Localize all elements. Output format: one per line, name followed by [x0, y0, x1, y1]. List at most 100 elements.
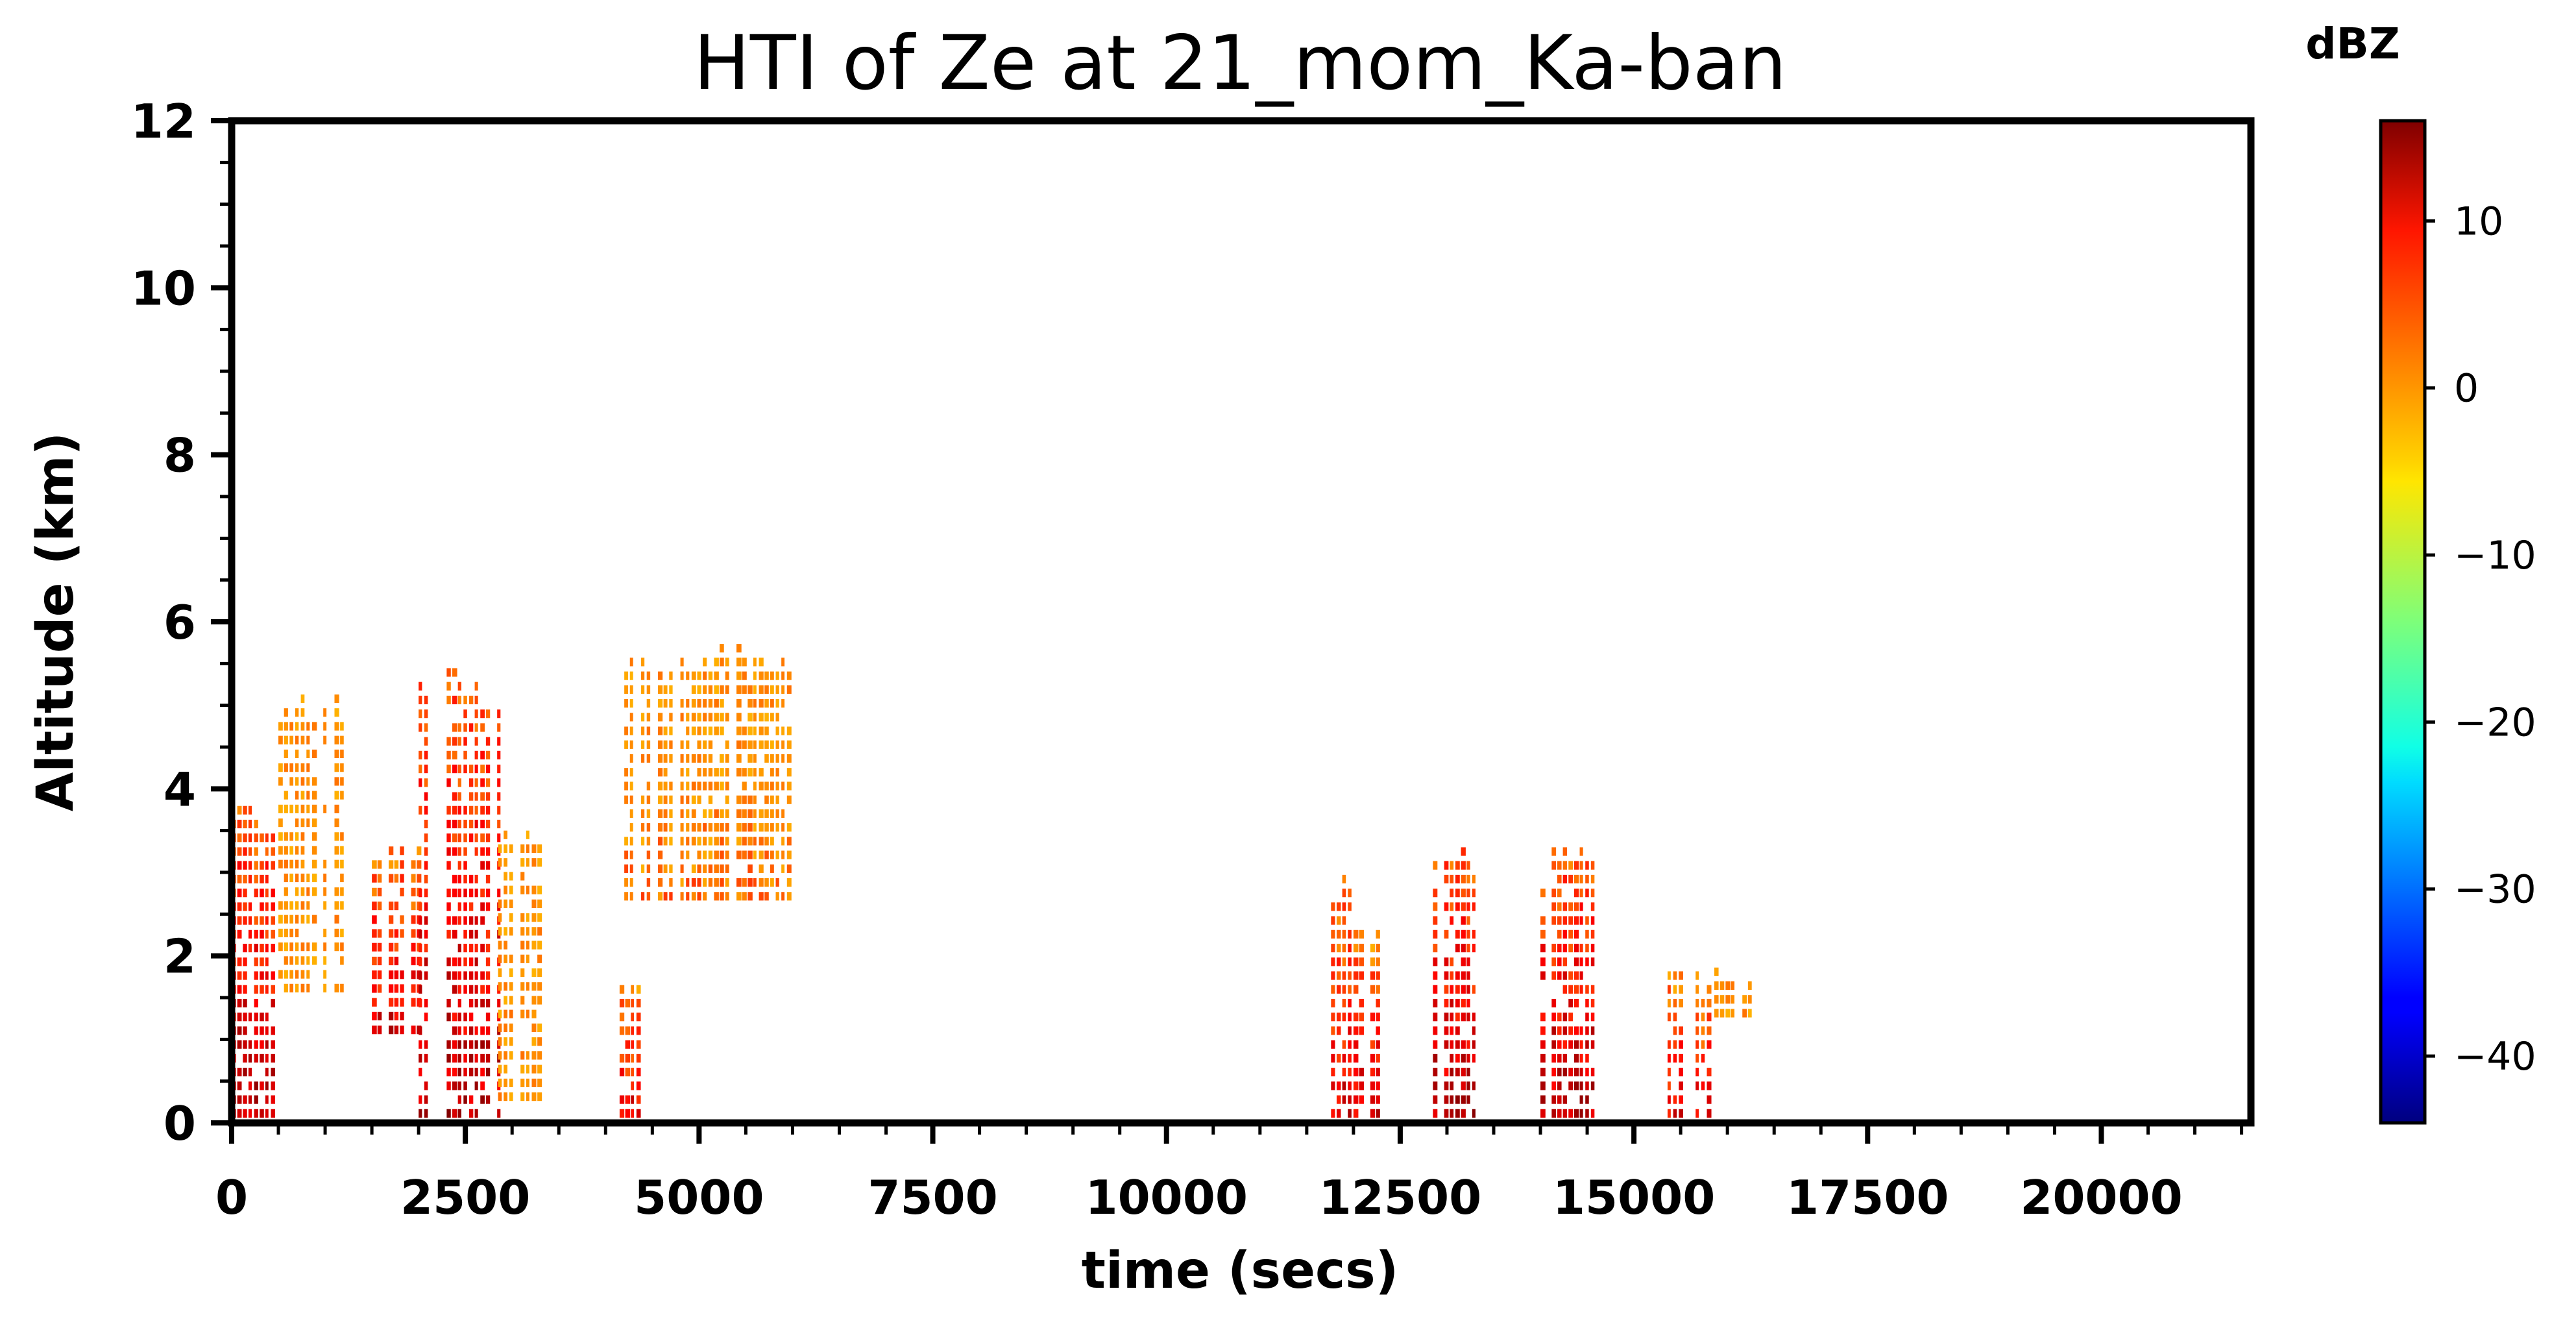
echo-cell — [474, 889, 478, 898]
echo-cell — [419, 916, 422, 925]
echo-cell — [474, 737, 478, 746]
echo-cell — [1719, 1009, 1725, 1018]
echo-cell — [1342, 957, 1346, 966]
echo-cell — [1472, 902, 1476, 911]
echo-cell — [697, 850, 701, 859]
echo-cell — [736, 823, 742, 832]
echo-cell — [265, 874, 269, 884]
echo-cell — [736, 809, 742, 818]
echo-cell — [372, 915, 377, 924]
echo-cell — [697, 726, 701, 735]
echo-cell — [1461, 916, 1466, 925]
echo-cell — [394, 942, 399, 952]
echo-cell — [372, 942, 377, 952]
echo-cell — [1433, 985, 1438, 994]
echo-cell — [1707, 1040, 1712, 1049]
echo-cell — [424, 1053, 428, 1063]
echo-cell — [1551, 957, 1557, 966]
echo-cell — [446, 902, 451, 911]
echo-cell — [243, 998, 247, 1008]
echo-cell — [1701, 998, 1705, 1008]
echo-cell — [759, 864, 764, 873]
echo-cell — [786, 878, 792, 887]
echo-cell — [504, 872, 508, 881]
echo-cell — [474, 916, 478, 925]
echo-cell — [691, 823, 696, 832]
echo-cell — [243, 847, 247, 856]
echo-cell — [657, 795, 663, 804]
echo-cell — [394, 874, 399, 883]
echo-cell — [629, 754, 633, 763]
echo-cell — [759, 699, 764, 708]
echo-cell — [504, 1023, 508, 1033]
echo-cell — [714, 726, 719, 735]
echo-cell — [1353, 971, 1359, 980]
echo-cell — [736, 671, 742, 680]
echo-cell — [669, 892, 673, 901]
echo-cell — [509, 872, 513, 881]
echo-cell — [646, 713, 651, 722]
echo-cell — [424, 833, 428, 842]
echo-cell — [1450, 1013, 1454, 1022]
echo-cell — [284, 832, 288, 841]
echo-cell — [629, 795, 633, 804]
echo-cell — [411, 942, 416, 952]
echo-cell — [657, 685, 663, 694]
echo-cell — [340, 983, 344, 992]
echo-cell — [1574, 971, 1579, 980]
echo-cell — [1585, 1095, 1589, 1104]
echo-cell — [1695, 1081, 1699, 1090]
echo-cell — [708, 768, 713, 777]
echo-cell — [1579, 1095, 1583, 1104]
echo-cell — [1336, 1081, 1341, 1090]
echo-cell — [498, 941, 502, 950]
echo-cell — [509, 1078, 513, 1087]
echo-cell — [786, 823, 792, 832]
echo-cell — [753, 658, 757, 667]
echo-cell — [1331, 1053, 1335, 1063]
echo-cell — [629, 878, 633, 887]
echo-cell — [1444, 1095, 1449, 1104]
echo-cell — [742, 850, 747, 859]
echo-cell — [237, 1068, 242, 1077]
echo-cell — [463, 847, 467, 856]
echo-cell — [720, 754, 724, 763]
echo-cell — [1466, 916, 1470, 925]
echo-cell — [265, 861, 269, 870]
echo-cell — [1540, 1053, 1546, 1063]
echo-cell — [669, 713, 673, 722]
echo-cell — [1679, 1109, 1683, 1118]
echo-cell — [419, 985, 422, 994]
echo-cell — [463, 861, 467, 870]
echo-cell — [271, 1053, 276, 1063]
echo-cell — [520, 927, 525, 936]
echo-cell — [446, 998, 451, 1008]
echo-cell — [1574, 998, 1579, 1008]
echo-cell — [457, 1109, 461, 1118]
echo-cell — [1450, 889, 1454, 898]
echo-cell — [419, 902, 422, 911]
echo-cell — [457, 1026, 461, 1035]
echo-cell — [646, 878, 651, 887]
echo-cell — [498, 1051, 502, 1060]
echo-cell — [1557, 971, 1562, 980]
echo-cell — [663, 781, 668, 791]
echo-cell — [1714, 1009, 1719, 1018]
echo-cell — [1568, 1081, 1573, 1090]
echo-cell — [1747, 981, 1752, 990]
echo-cell — [377, 942, 382, 952]
echo-cell — [1342, 1053, 1346, 1063]
echo-cell — [629, 768, 633, 777]
echo-cell — [254, 985, 258, 994]
echo-cell — [340, 763, 344, 772]
echo-cell — [446, 1081, 451, 1090]
echo-cell — [497, 765, 501, 774]
echo-cell — [424, 874, 428, 884]
echo-cell — [663, 809, 668, 818]
echo-cell — [243, 1040, 247, 1049]
echo-cell — [708, 740, 713, 749]
echo-cell — [278, 928, 283, 938]
echo-cell — [708, 754, 713, 763]
echo-cell — [243, 902, 247, 911]
echo-cell — [468, 792, 474, 801]
